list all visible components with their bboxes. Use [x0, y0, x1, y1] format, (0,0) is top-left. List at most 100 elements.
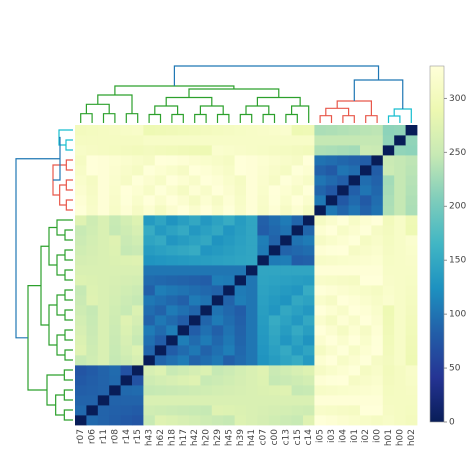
heatmap-cell [280, 385, 292, 396]
dendrogram-branch [65, 139, 73, 151]
heatmap-cell [291, 235, 304, 246]
heatmap-cell [132, 295, 144, 306]
heatmap-cell [405, 395, 418, 406]
heatmap-cell [120, 185, 133, 196]
heatmap-cell [280, 145, 292, 156]
heatmap-cell [166, 165, 178, 176]
heatmap-cell [257, 295, 270, 306]
heatmap-cell [382, 355, 395, 366]
heatmap-cell [189, 325, 201, 336]
heatmap-cell [291, 355, 304, 366]
heatmap-cell [132, 385, 144, 396]
heatmap-cell [280, 215, 292, 226]
heatmap-cell [382, 155, 395, 166]
heatmap-cell [132, 375, 144, 386]
left-dendrogram [15, 129, 73, 421]
heatmap-cell [143, 225, 156, 236]
heatmap-cell [303, 285, 315, 296]
heatmap-cell [314, 325, 327, 336]
heatmap-cell [360, 145, 372, 156]
heatmap-cell [303, 395, 315, 406]
heatmap-cell [154, 205, 167, 216]
heatmap-cell [246, 185, 258, 196]
heatmap-cell [154, 245, 167, 256]
heatmap-cell [86, 315, 99, 326]
heatmap-cell [394, 355, 406, 366]
heatmap-cell [177, 135, 190, 146]
heatmap-cell [234, 325, 247, 336]
heatmap-cell [257, 175, 270, 186]
heatmap-cell [325, 295, 338, 306]
heatmap-cell [143, 205, 156, 216]
heatmap-cell [200, 185, 213, 196]
heatmap-cell [360, 245, 372, 256]
heatmap-cell [268, 255, 281, 266]
heatmap-cell [143, 165, 156, 176]
heatmap-cell [223, 295, 235, 306]
heatmap-cell [348, 415, 361, 426]
heatmap-cell [348, 405, 361, 416]
heatmap-cell [143, 355, 156, 366]
heatmap-cell [234, 185, 247, 196]
heatmap-cell [166, 305, 178, 316]
heatmap-cell [314, 225, 327, 236]
heatmap-cell [211, 325, 224, 336]
heatmap-cell [394, 305, 406, 316]
heatmap-cell [314, 125, 327, 136]
heatmap-cell [223, 335, 235, 346]
heatmap-cell [360, 405, 372, 416]
heatmap-cell [223, 135, 235, 146]
dendrogram-branch [188, 88, 280, 98]
heatmap-cell [348, 265, 361, 276]
heatmap-cell [75, 165, 87, 176]
heatmap-cell [325, 195, 338, 206]
heatmap-cell [280, 135, 292, 146]
heatmap-cell [132, 285, 144, 296]
heatmap-cell [405, 135, 418, 146]
heatmap-cell [325, 255, 338, 266]
heatmap-cell [132, 405, 144, 416]
heatmap-cell [200, 285, 213, 296]
heatmap-cell [405, 415, 418, 426]
heatmap-cell [268, 285, 281, 296]
heatmap-cell [200, 335, 213, 346]
heatmap-cell [177, 295, 190, 306]
heatmap-cell [154, 355, 167, 366]
heatmap-cell [268, 275, 281, 286]
heatmap-cell [280, 365, 292, 376]
x-tick-label: h43 [145, 429, 155, 446]
heatmap-cell [280, 175, 292, 186]
heatmap-cell [177, 385, 190, 396]
heatmap-cell [394, 335, 406, 346]
heatmap-cell [75, 205, 87, 216]
heatmap-cell [120, 365, 133, 376]
heatmap-cell [166, 195, 178, 206]
heatmap-cell [120, 415, 133, 426]
heatmap-cell [109, 405, 121, 416]
heatmap-cell [75, 325, 87, 336]
heatmap-cell [97, 245, 110, 256]
heatmap-cell [257, 355, 270, 366]
heatmap-cell [189, 175, 201, 186]
heatmap-cell [337, 205, 349, 216]
heatmap-cell [348, 195, 361, 206]
heatmap-cell [211, 245, 224, 256]
heatmap-cell [371, 155, 384, 166]
heatmap-cell [257, 365, 270, 376]
heatmap-cell [97, 185, 110, 196]
dendrogram-branch [64, 269, 73, 281]
heatmap-cell [75, 175, 87, 186]
heatmap-cell [154, 275, 167, 286]
heatmap-cell [143, 285, 156, 296]
heatmap-cell [211, 155, 224, 166]
heatmap-cell [280, 315, 292, 326]
heatmap-cell [86, 145, 99, 156]
heatmap-cell [314, 145, 327, 156]
heatmap-cell [86, 365, 99, 376]
heatmap-cell [291, 305, 304, 316]
heatmap-cell [280, 255, 292, 266]
heatmap-cell [303, 175, 315, 186]
heatmap-cell [371, 255, 384, 266]
heatmap-cell [246, 195, 258, 206]
heatmap-cell [360, 335, 372, 346]
